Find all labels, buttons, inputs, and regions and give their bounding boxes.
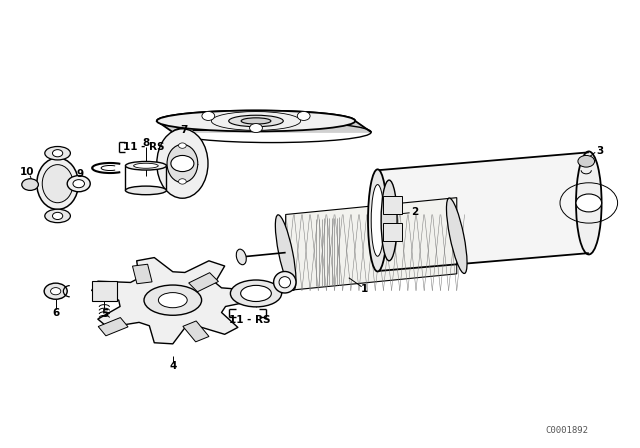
Ellipse shape [228,115,284,127]
Bar [132,264,152,284]
Text: C0001892: C0001892 [545,426,588,435]
Text: 4: 4 [169,362,177,371]
Text: 11 - RS: 11 - RS [229,315,270,325]
Ellipse shape [241,285,271,302]
Circle shape [52,150,63,157]
Ellipse shape [447,198,467,273]
Ellipse shape [157,111,355,131]
Circle shape [73,180,84,188]
Text: 2: 2 [411,207,419,217]
Text: 10: 10 [20,168,34,177]
Ellipse shape [230,280,282,307]
Bar [183,321,209,342]
Text: 6: 6 [52,308,60,318]
Ellipse shape [368,169,387,271]
Circle shape [578,155,595,167]
Ellipse shape [125,161,166,170]
Text: 1: 1 [361,284,369,294]
Circle shape [22,179,38,190]
Ellipse shape [274,271,296,293]
Text: 9: 9 [76,169,84,179]
Ellipse shape [381,180,397,261]
Circle shape [179,143,186,148]
Ellipse shape [241,118,271,124]
Ellipse shape [159,293,188,308]
Polygon shape [378,152,589,271]
Circle shape [44,283,67,299]
Ellipse shape [36,158,78,210]
Circle shape [576,194,602,212]
Ellipse shape [279,277,291,288]
Ellipse shape [275,215,296,290]
Text: 3: 3 [596,146,604,156]
Circle shape [51,288,61,295]
Text: 8: 8 [142,138,150,148]
Ellipse shape [167,144,198,183]
Bar [189,273,218,292]
Circle shape [52,212,63,220]
Polygon shape [285,198,457,291]
Bar [383,196,402,214]
Bar [92,281,117,301]
Ellipse shape [134,163,158,168]
Circle shape [202,112,214,121]
Polygon shape [92,258,256,344]
Bar [383,223,402,241]
Text: 11 - RS: 11 - RS [124,142,164,152]
Circle shape [171,155,194,172]
Ellipse shape [144,285,202,315]
Ellipse shape [125,186,166,195]
Circle shape [179,179,186,184]
Bar [98,318,128,336]
Ellipse shape [42,165,73,202]
Ellipse shape [45,146,70,160]
Ellipse shape [157,129,208,198]
Ellipse shape [576,151,602,254]
Text: 7: 7 [180,125,188,135]
Ellipse shape [371,185,384,256]
Circle shape [298,112,310,121]
Circle shape [67,176,90,192]
Ellipse shape [45,209,70,223]
Circle shape [250,124,262,133]
Polygon shape [157,111,371,132]
Ellipse shape [236,249,246,265]
Text: 5: 5 [100,309,108,319]
